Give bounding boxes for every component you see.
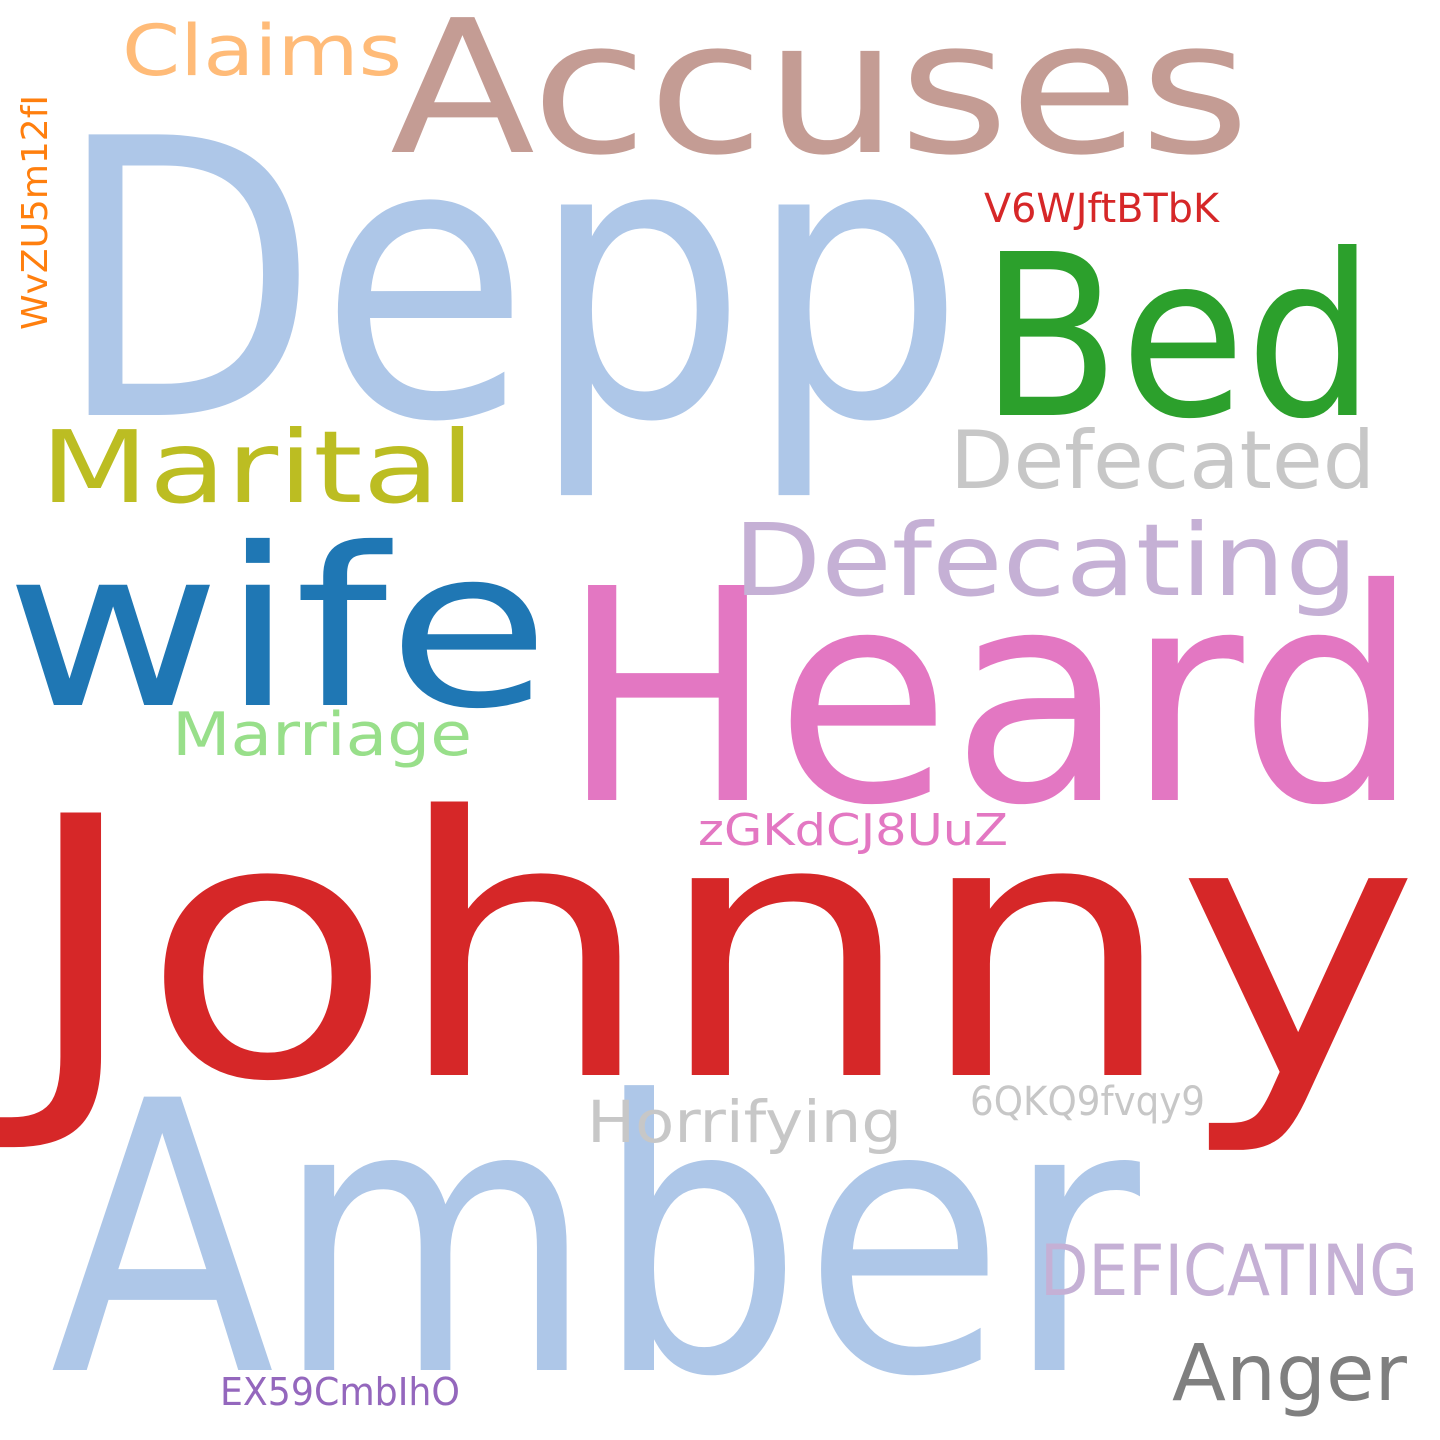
word-anger: Anger — [1172, 1329, 1408, 1419]
word-wvzu5m12fi: WvZU5m12fI — [15, 95, 56, 330]
word-depp: Depp — [55, 58, 965, 506]
word-defecating: Defecating — [733, 502, 1358, 619]
word-bed: Bed — [980, 207, 1375, 469]
word-johnny: Johnny — [0, 741, 1420, 1160]
word-6qkq9fvqy9: 6QKQ9fvqy9 — [970, 1079, 1205, 1125]
word-zgkdcj8uuz: zGKdCJ8UuZ — [698, 805, 1008, 856]
word-deficating-caps: DEFICATING — [1040, 1230, 1418, 1312]
word-v6wjftbtbk: V6WJftBTbK — [984, 186, 1221, 232]
word-heard: Heard — [560, 526, 1420, 870]
word-claims: Claims — [122, 10, 402, 92]
word-horrifying: Horrifying — [587, 1088, 902, 1156]
word-marital: Marital — [40, 409, 475, 526]
word-amber: Amber — [50, 1023, 1144, 1440]
word-wife: wife — [5, 501, 550, 757]
word-accuses: Accuses — [390, 0, 1250, 196]
word-marriage: Marriage — [172, 700, 472, 770]
word-ex59cmbiho: EX59CmbIhO — [220, 1370, 460, 1414]
word-defecated: Defecated — [950, 414, 1375, 507]
